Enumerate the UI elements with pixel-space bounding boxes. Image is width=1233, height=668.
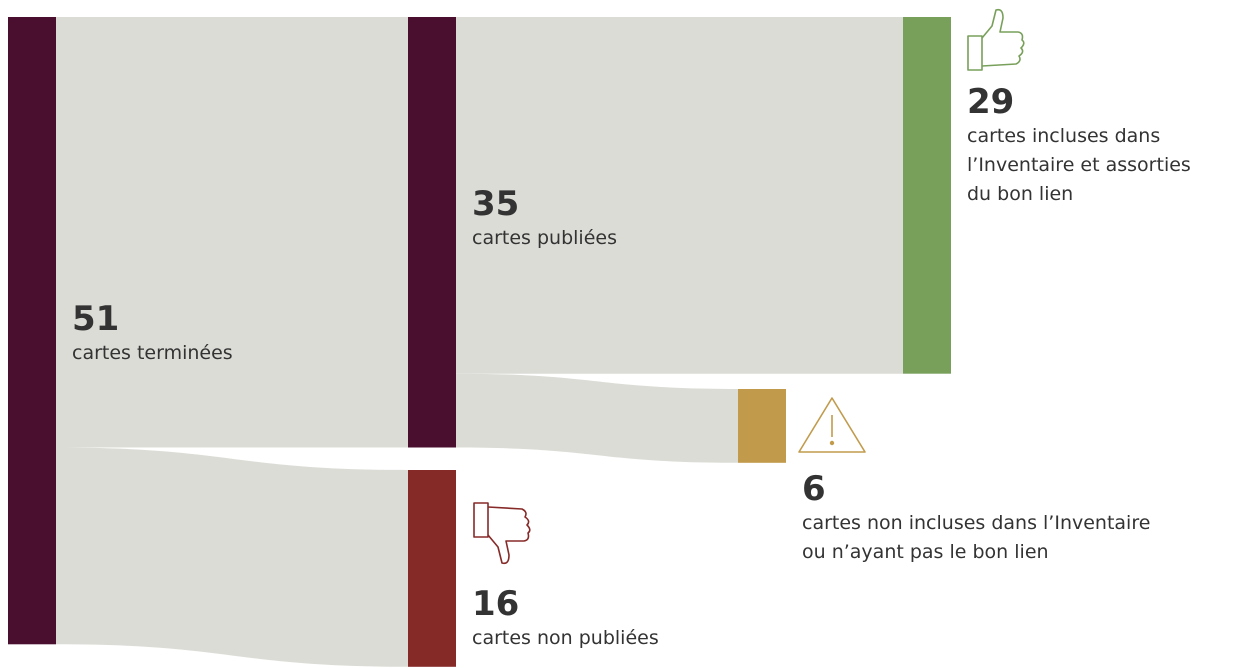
node-label: cartes terminées bbox=[72, 342, 233, 364]
node bbox=[8, 17, 56, 645]
nodes bbox=[8, 17, 951, 667]
node bbox=[738, 389, 786, 463]
node-label: cartes non incluses dans l’Inventaire bbox=[802, 512, 1150, 534]
warning-icon bbox=[798, 397, 866, 453]
node-value: 35 bbox=[472, 184, 519, 224]
link bbox=[456, 373, 738, 463]
node-label: cartes non publiées bbox=[472, 627, 659, 649]
node bbox=[903, 17, 951, 374]
node-value: 16 bbox=[472, 584, 519, 624]
link bbox=[56, 17, 408, 448]
thumbs-up-icon bbox=[967, 8, 1025, 71]
node-label: cartes incluses dans bbox=[967, 125, 1160, 147]
node-label: l’Inventaire et assorties bbox=[967, 154, 1191, 176]
node-label: du bon lien bbox=[967, 183, 1073, 205]
node-label: cartes publiées bbox=[472, 227, 617, 249]
node-value: 6 bbox=[802, 469, 826, 509]
node-value: 29 bbox=[967, 82, 1014, 122]
link bbox=[56, 447, 408, 667]
node bbox=[408, 470, 456, 667]
link bbox=[456, 17, 903, 374]
node-label: ou n’ayant pas le bon lien bbox=[802, 541, 1049, 563]
node bbox=[408, 17, 456, 448]
links bbox=[56, 17, 903, 667]
labels: 51 cartes terminées 35 cartes publiées 16 car… bbox=[72, 82, 1191, 649]
node-value: 51 bbox=[72, 299, 119, 339]
thumbs-down-icon bbox=[473, 502, 531, 565]
